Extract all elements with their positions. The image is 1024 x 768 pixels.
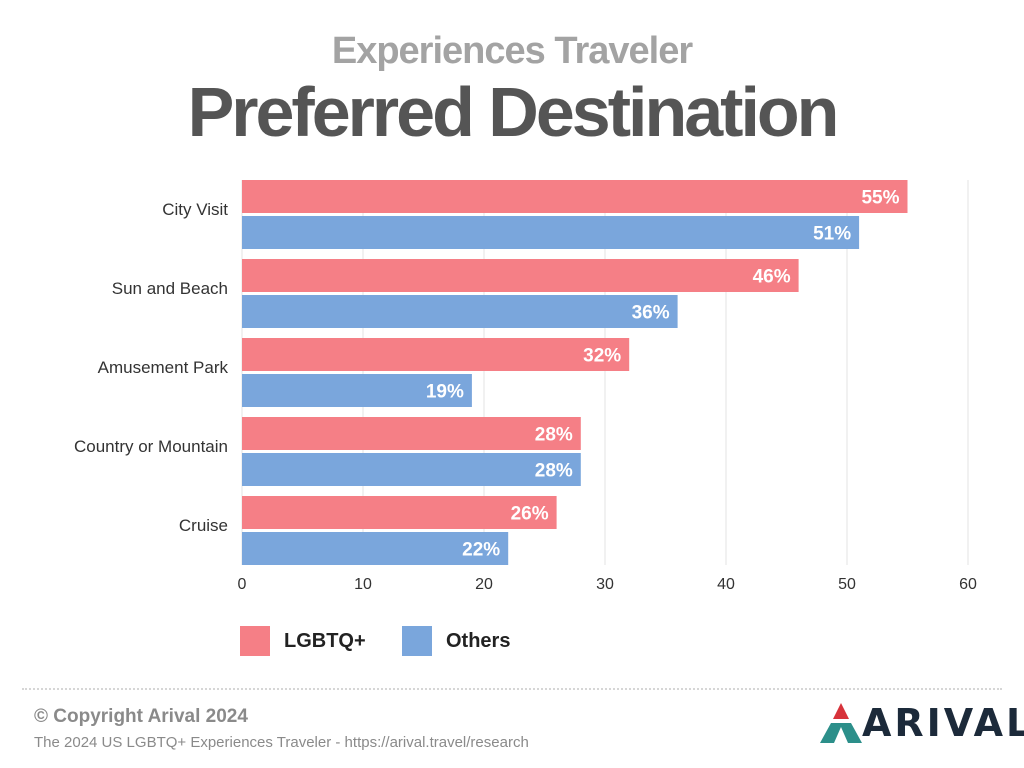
- bar-others: [242, 453, 581, 486]
- footer-divider: [22, 688, 1002, 690]
- category-label: City Visit: [162, 200, 228, 219]
- category-label: Amusement Park: [98, 358, 229, 377]
- bar-others: [242, 374, 472, 407]
- bar-lgbtq: [242, 496, 557, 529]
- bar-value-label: 28%: [535, 461, 573, 482]
- category-label: Country or Mountain: [74, 437, 228, 456]
- bar-lgbtq: [242, 259, 799, 292]
- brand-logo: ARIVAL: [818, 700, 1024, 746]
- copyright-text: © Copyright Arival 2024: [34, 706, 248, 727]
- chart-title: Preferred Destination: [187, 73, 840, 151]
- bar-value-label: 22%: [462, 540, 500, 561]
- category-label: Sun and Beach: [112, 279, 228, 298]
- legend-swatch-others: [402, 626, 432, 656]
- bar-value-label: 51%: [813, 224, 851, 245]
- legend-label-lgbtq: LGBTQ+: [284, 629, 366, 652]
- brand-logo-mark-icon: [820, 703, 862, 743]
- bar-value-label: 46%: [753, 267, 791, 288]
- labels: 0 10 20 30 40 50 60 City Visit 55% 51% Sun and Bea…: [74, 188, 977, 594]
- bar-others: [242, 216, 860, 249]
- bar-value-label: 28%: [535, 425, 573, 446]
- bar-value-label: 26%: [511, 504, 549, 525]
- bar-value-label: 36%: [632, 303, 670, 324]
- x-tick-label: 20: [475, 576, 493, 593]
- legend-item-others: Others: [402, 624, 510, 658]
- x-tick-label: 60: [959, 576, 977, 593]
- category-label: Cruise: [179, 516, 228, 535]
- bar-lgbtq: [242, 338, 630, 371]
- legend-swatch-lgbtq: [240, 626, 270, 656]
- bar-value-label: 19%: [426, 382, 464, 403]
- bar-lgbtq: [242, 417, 581, 450]
- brand-name: ARIVAL: [862, 701, 1024, 745]
- legend-label-others: Others: [446, 629, 511, 652]
- x-tick-label: 50: [838, 576, 856, 593]
- bar-lgbtq: [242, 180, 908, 213]
- x-tick-label: 30: [596, 576, 614, 593]
- bar-value-label: 32%: [583, 346, 621, 367]
- x-tick-label: 40: [717, 576, 735, 593]
- legend-item-lgbtq: LGBTQ+: [240, 624, 366, 658]
- bars: [242, 180, 908, 565]
- bar-others: [242, 295, 678, 328]
- x-tick-label: 0: [238, 576, 247, 593]
- chart-supertitle: Experiences Traveler: [331, 30, 693, 72]
- bar-others: [242, 532, 509, 565]
- source-text: The 2024 US LGBTQ+ Experiences Traveler …: [34, 734, 529, 751]
- x-tick-label: 10: [354, 576, 372, 593]
- bar-value-label: 55%: [861, 188, 899, 209]
- bar-chart: 0 10 20 30 40 50 60 City Visit 55% 51% Sun and Bea…: [74, 180, 977, 594]
